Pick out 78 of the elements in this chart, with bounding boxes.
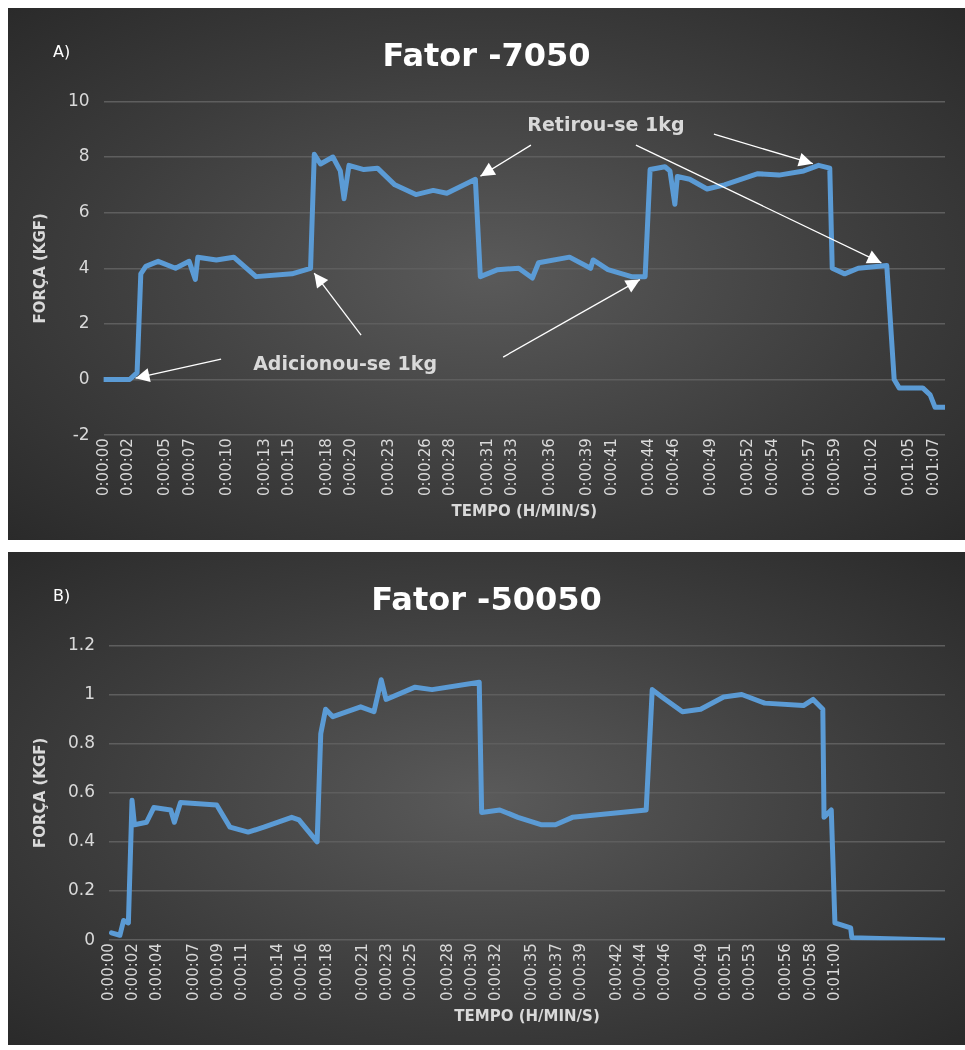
x-tick-label: 0:00:57 [799, 438, 818, 496]
x-tick-label: 0:00:30 [461, 943, 480, 1001]
x-tick-label: 0:00:00 [98, 943, 117, 1001]
x-tick-label: 0:00:54 [762, 438, 781, 496]
x-tick-label: 0:00:56 [776, 943, 795, 1001]
y-tick-label: 10 [67, 89, 90, 110]
x-tick-label: 0:00:39 [576, 438, 595, 496]
x-tick-label: 0:00:58 [800, 943, 819, 1001]
x-tick-label: 0:00:33 [502, 438, 521, 496]
x-tick-label: 0:00:15 [279, 438, 298, 496]
x-tick-label: 0:00:53 [740, 943, 759, 1001]
x-tick-label: 0:00:39 [570, 943, 589, 1001]
x-tick-label: 0:00:16 [292, 943, 311, 1001]
x-tick-label: 0:00:02 [123, 943, 142, 1001]
chart-title: Fator -50050 [371, 579, 602, 618]
x-tick-label: 0:00:37 [546, 943, 565, 1001]
x-tick-label: 0:00:51 [715, 943, 734, 1001]
annotation: Adicionou-se 1kg [253, 352, 438, 375]
x-tick-label: 0:00:42 [607, 943, 626, 1001]
x-tick-label: 0:00:49 [700, 438, 719, 496]
x-tick-label: 0:00:25 [401, 943, 420, 1001]
y-tick-label: 0.2 [67, 879, 96, 900]
annotation: Retirou-se 1kg [527, 113, 685, 136]
y-axis-title: FORÇA (KGF) [30, 737, 49, 848]
x-tick-label: 0:00:41 [601, 438, 620, 496]
x-tick-label: 0:00:44 [638, 438, 657, 496]
y-tick-label: 1 [84, 682, 96, 703]
y-axis-title: FORÇA (KGF) [30, 213, 49, 324]
y-tick-label: 4 [78, 256, 90, 277]
y-tick-label: 1.2 [67, 633, 96, 654]
x-tick-label: 0:00:52 [737, 438, 756, 496]
x-tick-label: 0:00:07 [183, 943, 202, 1001]
x-tick-label: 0:01:05 [898, 438, 917, 496]
x-tick-label: 0:00:44 [631, 943, 650, 1001]
x-tick-label: 0:00:26 [415, 438, 434, 496]
text: B) [53, 586, 71, 606]
x-tick-label: 0:01:07 [923, 438, 942, 496]
x-tick-label: 0:00:31 [477, 438, 496, 496]
x-tick-label: 0:00:46 [663, 438, 682, 496]
x-tick-label: 0:00:14 [268, 943, 287, 1001]
x-tick-label: 0:00:07 [180, 438, 199, 496]
x-tick-label: 0:00:23 [378, 438, 397, 496]
x-tick-label: 0:00:23 [377, 943, 396, 1001]
x-tick-label: 0:00:28 [440, 438, 459, 496]
x-tick-label: 0:00:46 [655, 943, 674, 1001]
x-axis-title: TEMPO (H/MIN/S) [454, 1006, 600, 1025]
x-tick-label: 0:01:02 [861, 438, 880, 496]
x-tick-label: 0:00:11 [232, 943, 250, 1001]
x-tick-label: 0:00:04 [147, 943, 166, 1001]
y-tick-label: 0 [84, 928, 96, 949]
x-axis-title: TEMPO (H/MIN/S) [451, 501, 598, 520]
x-tick-label: 0:00:49 [691, 943, 710, 1001]
x-tick-label: 0:00:59 [824, 438, 843, 496]
y-tick-label: 6 [78, 201, 90, 222]
x-tick-label: 0:00:18 [316, 438, 335, 496]
x-tick-label: 0:00:09 [207, 943, 226, 1001]
chart-title: Fator -7050 [382, 35, 591, 74]
x-tick-label: 0:00:21 [352, 943, 371, 1001]
y-tick-label: 0.4 [67, 830, 96, 851]
x-tick-label: 0:00:00 [93, 438, 112, 496]
x-tick-label: 0:00:02 [118, 438, 137, 496]
x-tick-label: 0:00:35 [522, 943, 541, 1001]
x-tick-label: 0:01:00 [824, 943, 843, 1001]
x-tick-label: 0:00:20 [341, 438, 360, 496]
text: A) [53, 42, 71, 62]
x-tick-label: 0:00:18 [316, 943, 335, 1001]
x-tick-label: 0:00:28 [437, 943, 456, 1001]
y-tick-label: 0.8 [67, 732, 96, 753]
y-tick-label: 8 [78, 145, 90, 166]
x-tick-label: 0:00:32 [486, 943, 505, 1001]
y-tick-label: 0.6 [67, 781, 96, 802]
x-tick-label: 0:00:10 [217, 438, 236, 496]
y-tick-label: 2 [78, 312, 90, 333]
y-tick-label: 0 [78, 367, 90, 388]
y-tick-label: -2 [72, 423, 90, 444]
x-tick-label: 0:00:36 [539, 438, 558, 496]
x-tick-label: 0:00:13 [254, 438, 273, 496]
x-tick-label: 0:00:05 [155, 438, 174, 496]
